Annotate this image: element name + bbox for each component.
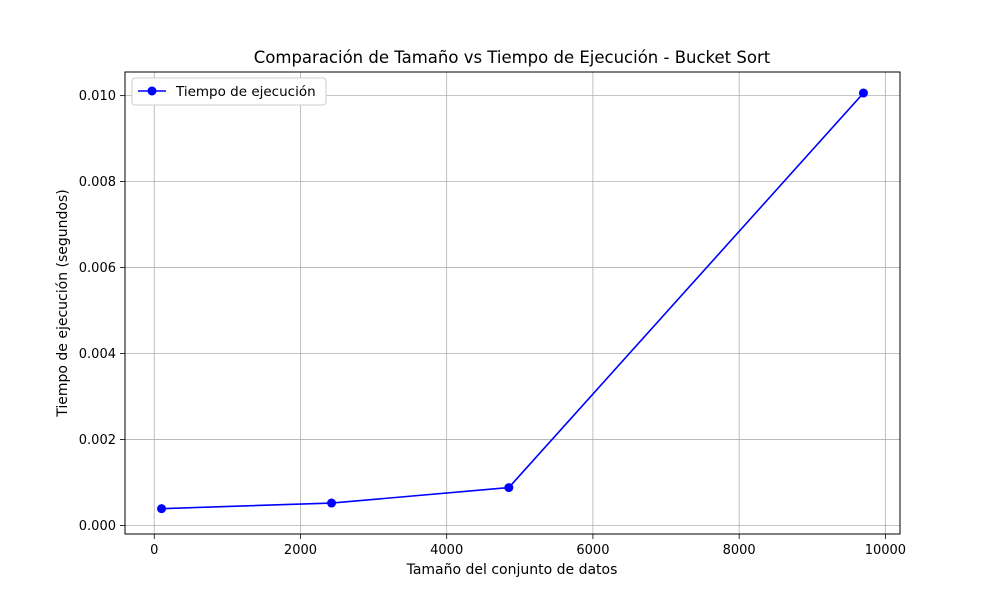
y-tick-label: 0.004 (79, 347, 116, 362)
y-tick-label: 0.008 (79, 175, 116, 190)
series-layer (157, 88, 868, 514)
y-axis-ticks: 0.000 0.002 0.004 0.006 0.008 0.010 (79, 89, 125, 534)
x-tick-label: 10000 (865, 543, 906, 558)
data-point (504, 483, 514, 493)
y-tick-label: 0.006 (79, 261, 116, 276)
x-axis-ticks: 0 2000 4000 6000 8000 10000 (150, 534, 906, 558)
x-tick-label: 4000 (430, 543, 463, 558)
chart-title: Comparación de Tamaño vs Tiempo de Ejecu… (254, 48, 771, 67)
y-tick-label: 0.000 (79, 519, 116, 534)
plot-background (125, 72, 900, 534)
legend-marker (147, 86, 157, 96)
series-line (161, 92, 865, 510)
legend: Tiempo de ejecución (131, 77, 327, 106)
x-tick-label: 6000 (576, 543, 609, 558)
x-tick-label: 0 (150, 543, 158, 558)
plot-frame (124, 71, 901, 535)
data-point (327, 498, 337, 508)
legend-box (131, 77, 327, 106)
y-axis-label: Tiempo de ejecución (segundos) (55, 189, 71, 418)
y-tick-label: 0.002 (79, 433, 116, 448)
data-point (157, 504, 167, 514)
x-axis-label: Tamaño del conjunto de datos (406, 562, 618, 578)
x-tick-label: 2000 (284, 543, 317, 558)
y-tick-label: 0.010 (79, 89, 116, 104)
legend-label: Tiempo de ejecución (175, 84, 316, 100)
x-tick-label: 8000 (723, 543, 756, 558)
data-point (858, 88, 868, 98)
